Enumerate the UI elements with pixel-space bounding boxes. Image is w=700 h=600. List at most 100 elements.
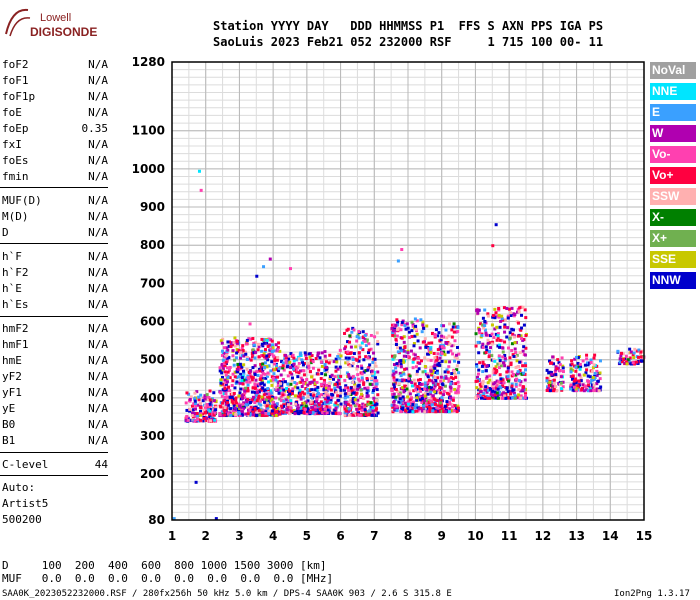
echo-point xyxy=(394,323,398,327)
echo-point xyxy=(597,389,601,393)
echo-point xyxy=(484,376,488,380)
echo-point xyxy=(431,394,435,398)
echo-point xyxy=(456,406,460,410)
echo-point xyxy=(370,413,374,417)
echo-point xyxy=(510,390,514,394)
echo-point xyxy=(285,365,289,369)
echo-point xyxy=(445,342,449,346)
echo-point xyxy=(292,408,296,412)
echo-point xyxy=(210,413,214,417)
echo-point xyxy=(306,409,310,413)
echo-point xyxy=(401,358,405,362)
echo-point xyxy=(227,368,231,372)
echo-point xyxy=(555,389,559,393)
echo-point xyxy=(499,379,503,383)
echo-point xyxy=(257,345,261,349)
echo-point xyxy=(333,403,337,407)
echo-point xyxy=(327,385,331,389)
echo-point xyxy=(239,412,243,416)
echo-point xyxy=(505,370,509,374)
echo-point xyxy=(400,398,404,402)
echo-point xyxy=(233,386,237,390)
echo-point xyxy=(298,394,302,398)
echo-point xyxy=(221,388,225,392)
legend-item: NNW xyxy=(650,272,696,289)
echo-point xyxy=(479,389,483,393)
echo-point xyxy=(307,352,311,356)
echo-point xyxy=(324,395,328,399)
echo-point xyxy=(490,332,494,336)
echo-point xyxy=(235,348,239,352)
echo-point xyxy=(406,400,410,404)
echo-point xyxy=(504,396,508,400)
echo-point xyxy=(286,355,290,359)
echo-point xyxy=(413,406,417,410)
echo-point xyxy=(488,378,492,382)
echo-point xyxy=(511,373,515,377)
echo-point xyxy=(281,377,285,381)
echo-point xyxy=(334,403,338,407)
echo-point xyxy=(257,413,261,417)
echo-point xyxy=(427,341,431,345)
echo-point xyxy=(481,360,485,364)
header-row1: Station YYYY DAY DDD HHMMSS P1 FFS S AXN… xyxy=(213,19,604,33)
echo-point xyxy=(450,372,454,376)
echo-point xyxy=(362,381,366,385)
echo-point xyxy=(207,395,211,399)
echo-point xyxy=(503,353,507,357)
echo-point xyxy=(188,409,192,413)
echo-point xyxy=(505,307,509,311)
echo-point xyxy=(499,386,503,390)
echo-point xyxy=(417,357,421,361)
echo-point xyxy=(451,377,455,381)
echo-point xyxy=(407,406,411,410)
echo-point xyxy=(185,408,189,412)
echo-point xyxy=(349,386,353,390)
echo-point xyxy=(392,403,396,407)
echo-point xyxy=(498,359,502,363)
echo-point xyxy=(443,370,447,374)
echo-point xyxy=(312,378,316,382)
echo-point xyxy=(301,390,305,394)
echo-point xyxy=(219,391,223,395)
echo-point xyxy=(447,407,451,411)
echo-point xyxy=(319,377,323,381)
echo-point xyxy=(298,369,302,373)
echo-point xyxy=(365,376,369,380)
echo-point xyxy=(396,320,400,324)
echo-point xyxy=(193,407,197,411)
echo-point xyxy=(199,393,203,397)
echo-point xyxy=(395,318,399,322)
echo-point xyxy=(330,396,334,400)
echo-point xyxy=(403,367,407,371)
echo-points xyxy=(172,169,646,521)
echo-point xyxy=(213,418,217,422)
echo-point xyxy=(197,398,201,402)
echo-point xyxy=(261,381,265,385)
echo-point xyxy=(224,381,228,385)
echo-point xyxy=(290,376,294,380)
echo-point xyxy=(571,377,575,381)
echo-point xyxy=(405,322,409,326)
echo-point xyxy=(368,410,372,414)
echo-point xyxy=(221,382,225,386)
echo-point xyxy=(402,335,406,339)
echo-point xyxy=(404,378,408,382)
echo-point xyxy=(331,411,335,415)
echo-point xyxy=(319,393,323,397)
echo-point xyxy=(356,398,360,402)
echo-point xyxy=(410,381,414,385)
echo-point xyxy=(419,396,423,400)
echo-point xyxy=(302,405,306,409)
echo-point xyxy=(347,374,351,378)
echo-point xyxy=(343,413,347,417)
echo-point xyxy=(596,379,600,383)
echo-point xyxy=(350,389,354,393)
echo-point xyxy=(374,382,378,386)
echo-point xyxy=(363,408,367,412)
echo-point xyxy=(300,406,304,410)
echo-point xyxy=(366,356,370,360)
echo-point xyxy=(288,365,292,369)
echo-point xyxy=(310,406,314,410)
echo-point xyxy=(509,311,513,315)
